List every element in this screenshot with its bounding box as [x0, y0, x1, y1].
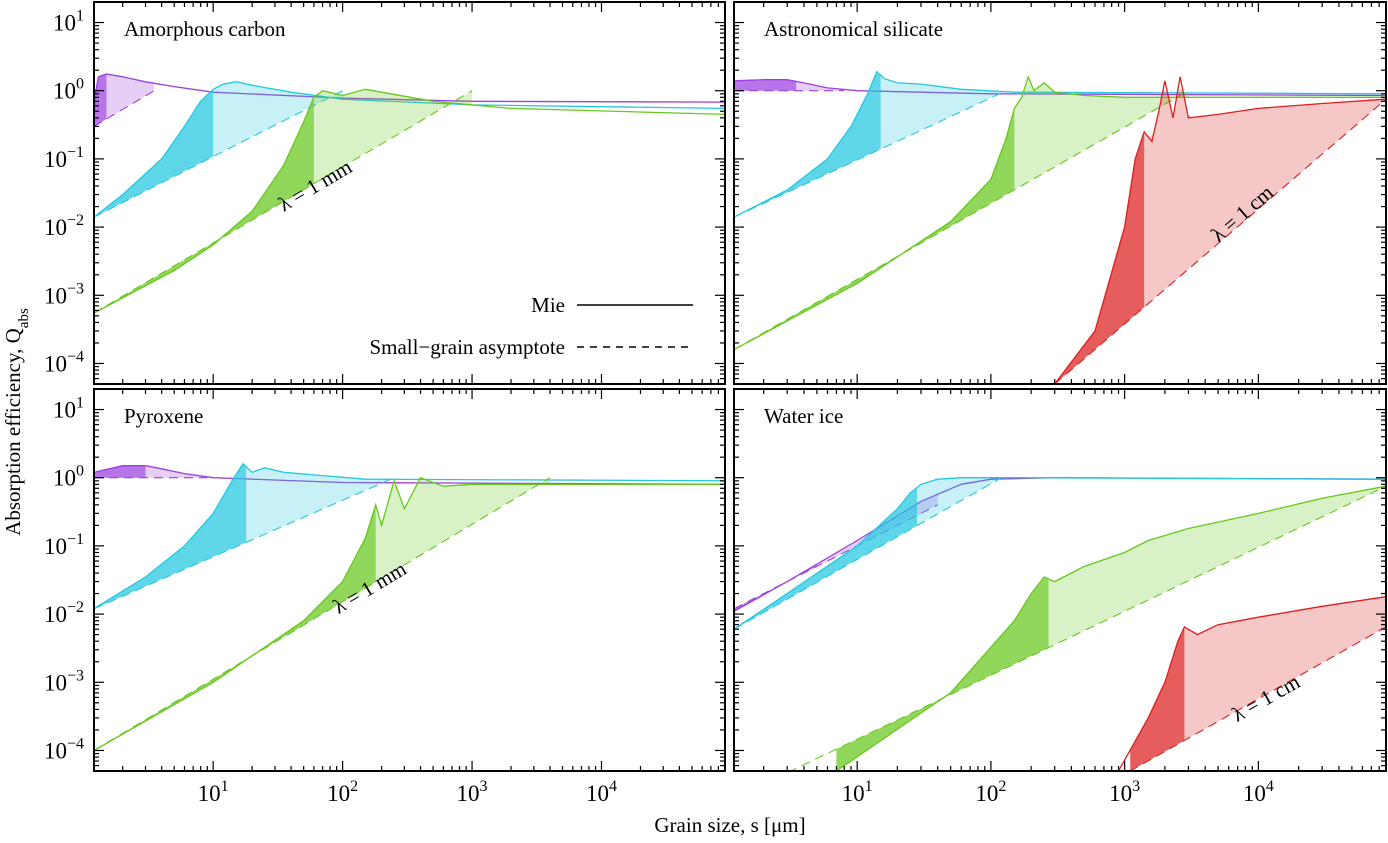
panel-frame — [733, 388, 1387, 772]
mie-line-cyan — [734, 477, 1386, 630]
asymptote-cyan — [94, 90, 343, 218]
mie-line-red — [1117, 596, 1386, 771]
asymptote-green — [734, 90, 1189, 351]
panel-title: Amorphous carbon — [124, 17, 286, 41]
shade-dark-cyan — [94, 89, 214, 218]
shade-dark-green — [94, 97, 314, 313]
asymptote-red — [1129, 626, 1386, 771]
shade-dark-purple — [734, 79, 797, 91]
panel-frame — [93, 388, 726, 772]
x-tick-label: 104 — [586, 778, 617, 806]
shade-light-red — [1144, 87, 1386, 308]
y-tick-label: 10−2 — [44, 212, 84, 240]
asymptote-cyan — [94, 477, 395, 610]
shade-light-green — [1014, 77, 1189, 190]
asymptote-purple — [94, 90, 155, 127]
asymptote-green — [789, 485, 1386, 771]
plot-area — [734, 477, 1386, 771]
panel-title: Pyroxene — [124, 404, 203, 428]
asymptote-cyan — [734, 477, 1002, 630]
legend-label: Mie — [531, 293, 565, 317]
mie-line-green — [94, 476, 725, 752]
x-tick-label: 103 — [1109, 778, 1140, 806]
shade-dark-red — [1054, 131, 1145, 384]
mie-line-purple — [94, 73, 725, 131]
asymptote-cyan — [734, 90, 1007, 218]
x-tick-label: 101 — [198, 778, 229, 806]
panel-frame — [733, 1, 1387, 385]
shade-dark-cyan — [734, 487, 917, 630]
shade-light-red — [1184, 596, 1386, 741]
y-tick-label: 10−4 — [44, 348, 84, 376]
asymptote-green — [94, 477, 551, 751]
x-tick-label: 103 — [457, 778, 488, 806]
panel-title: Astronomical silicate — [764, 17, 943, 41]
plot-area — [734, 70, 1386, 384]
x-axis-title: Grain size, s [μm] — [654, 813, 805, 837]
legend-label: Small−grain asymptote — [369, 335, 565, 359]
y-tick-label: 10−4 — [44, 735, 84, 763]
mie-line-cyan — [94, 81, 725, 218]
shade-light-purple — [106, 74, 155, 119]
shade-light-cyan — [246, 466, 395, 543]
shade-dark-cyan — [734, 72, 881, 218]
legend: Mie Small−grain asymptote — [369, 293, 693, 359]
mie-line-purple — [94, 465, 725, 485]
y-tick-label: 101 — [53, 395, 84, 423]
y-tick-label: 10−1 — [44, 144, 84, 172]
shade-dark-green — [836, 577, 1049, 771]
mie-line-green — [94, 88, 725, 314]
y-tick-label: 10−3 — [44, 280, 84, 308]
y-tick-label: 10−3 — [44, 667, 84, 695]
plot-area — [94, 73, 725, 314]
shade-light-cyan — [880, 75, 1007, 149]
plot-area — [94, 462, 725, 752]
asymptote-purple — [734, 504, 938, 610]
asymptote-green — [94, 90, 473, 314]
mie-line-red — [1054, 76, 1386, 384]
x-tick-label: 104 — [1243, 778, 1274, 806]
mie-line-green — [734, 74, 1386, 351]
y-axis-title: Absorption efficiency, Qabs — [1, 308, 32, 536]
shade-dark-purple — [94, 74, 107, 131]
mie-line-cyan — [94, 462, 725, 610]
asymptote-red — [1054, 98, 1386, 384]
panel-2: 10−4 10−3 10−2 10−1 100 101 101 102 103 104 Pyroxe… — [44, 388, 726, 806]
y-tick-label: 101 — [53, 8, 84, 36]
x-tick-label: 102 — [975, 778, 1006, 806]
mie-line-green — [836, 485, 1386, 771]
x-tick-label: 101 — [842, 778, 873, 806]
y-tick-label: 100 — [53, 76, 84, 104]
y-tick-label: 10−1 — [44, 531, 84, 559]
shade-dark-cyan — [94, 464, 247, 609]
y-tick-label: 10−2 — [44, 599, 84, 627]
shade-light-cyan — [213, 81, 343, 157]
x-tick-label: 102 — [327, 778, 358, 806]
shade-dark-purple — [94, 465, 146, 478]
mie-line-purple — [734, 79, 1386, 97]
y-tick-label: 100 — [53, 463, 84, 491]
panel-title: Water ice — [764, 404, 843, 428]
mie-line-cyan — [734, 70, 1386, 218]
panel-frame — [93, 1, 726, 385]
